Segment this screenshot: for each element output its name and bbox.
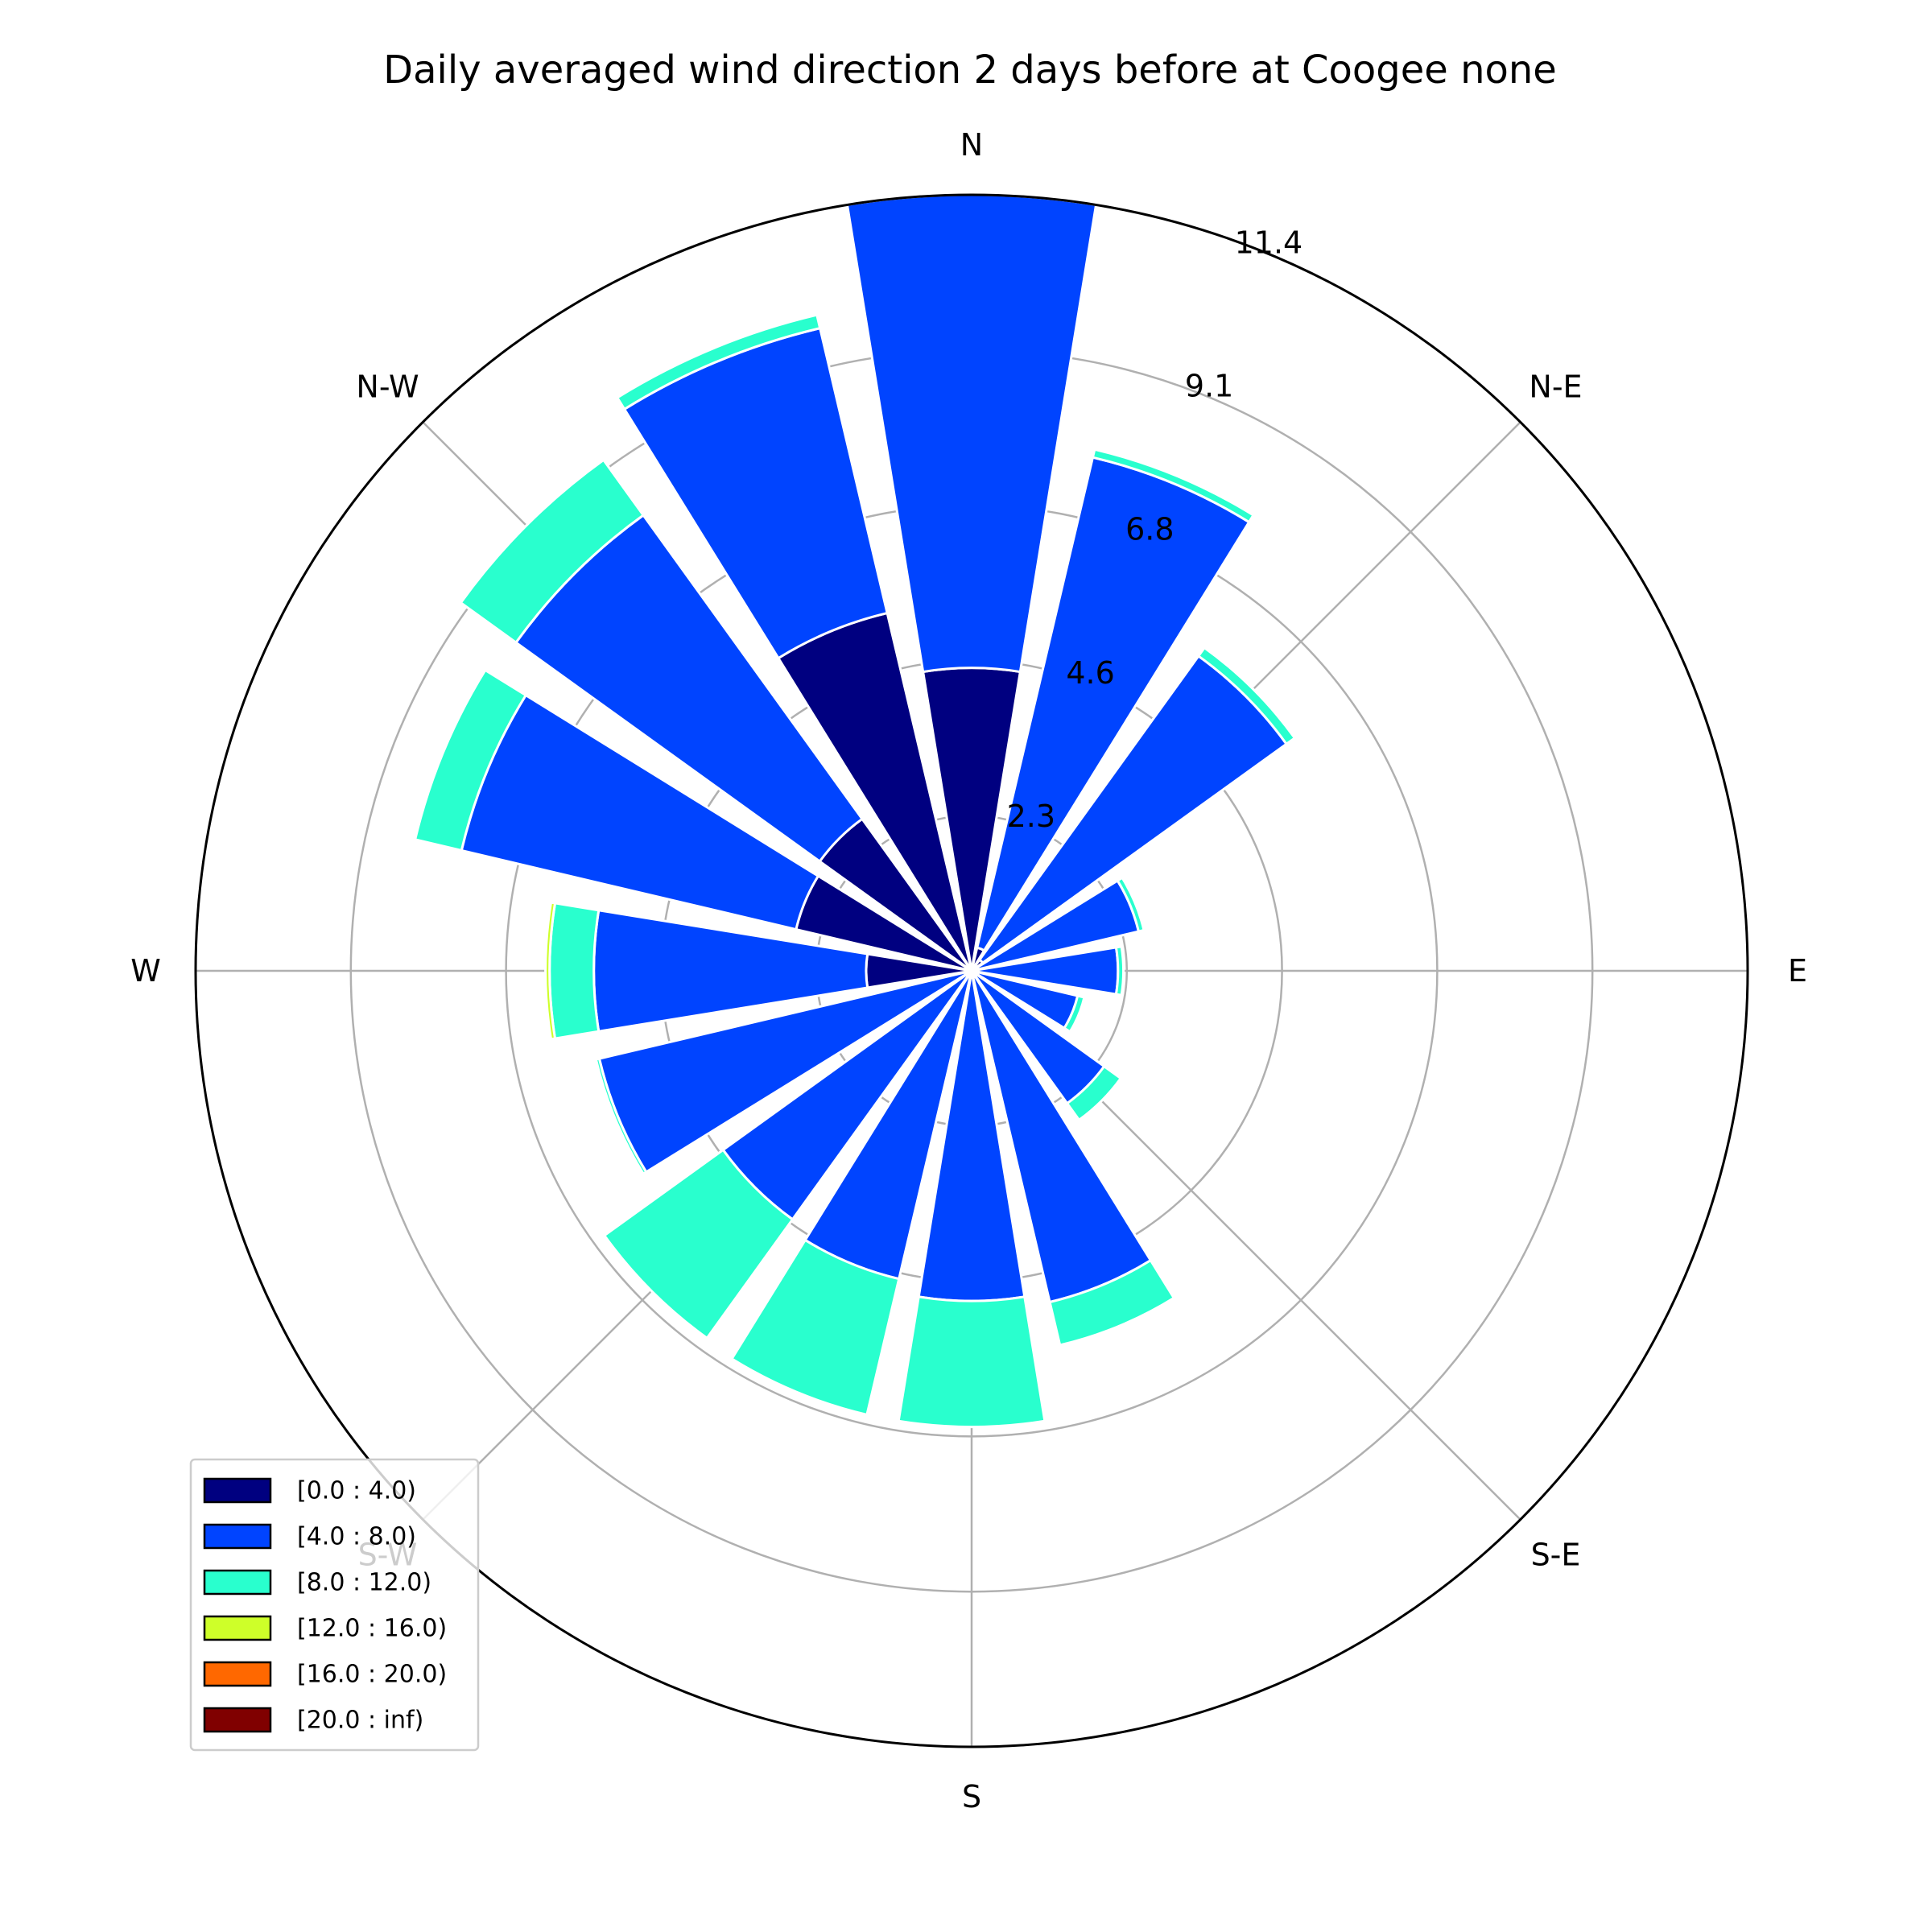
bar-segment	[917, 976, 1026, 1302]
legend-swatch	[203, 1661, 272, 1687]
polar-frame	[194, 193, 1749, 1748]
direction-label-w: W	[130, 953, 161, 989]
legend-swatch	[203, 1477, 272, 1504]
axis-labels: NN-EES-ESS-WWN-W2.34.66.89.111.4	[130, 127, 1807, 1814]
bar-segment	[1114, 945, 1125, 997]
direction-label-n-e: N-E	[1529, 369, 1582, 405]
legend-swatch	[203, 1523, 272, 1550]
legend-label: [8.0 : 12.0)	[297, 1569, 431, 1597]
legend-label: [20.0 : inf)	[297, 1707, 423, 1735]
bar-segment	[1048, 1258, 1176, 1347]
chart-title: Daily averaged wind direction 2 days bef…	[383, 47, 1557, 93]
bar-segment	[897, 1295, 1046, 1429]
bar-segment	[594, 1057, 648, 1176]
bar-segment	[615, 313, 822, 411]
bar-segment	[548, 902, 601, 1040]
legend-swatch	[203, 1615, 272, 1641]
bar-segment	[413, 668, 528, 852]
wind-bars	[413, 193, 1297, 1429]
legend-label: [0.0 : 4.0)	[297, 1477, 416, 1505]
legend-label: [4.0 : 8.0)	[297, 1523, 416, 1551]
bar-segment	[1196, 646, 1297, 746]
radial-tick-label: 11.4	[1235, 225, 1303, 260]
direction-label-n-w: N-W	[356, 369, 419, 405]
legend-swatch	[203, 1569, 272, 1596]
radial-tick-label: 2.3	[1007, 799, 1055, 834]
radial-tick-label: 4.6	[1066, 655, 1114, 691]
legend-swatch	[203, 1707, 272, 1733]
bar-segment	[1065, 1064, 1123, 1122]
radial-tick-label: 6.8	[1125, 512, 1174, 547]
bar-segment	[459, 458, 646, 645]
bar-segment	[1116, 876, 1146, 933]
direction-label-n: N	[960, 127, 983, 163]
radial-tick-label: 9.1	[1185, 369, 1233, 404]
bar-segment	[1063, 994, 1086, 1034]
legend: [0.0 : 4.0) [4.0 : 8.0) [8.0 : 12.0) [12.0 …	[189, 1458, 480, 1752]
direction-label-s-e: S-E	[1531, 1537, 1581, 1572]
bar-segment	[1091, 448, 1256, 524]
bar-segment	[544, 901, 557, 1041]
direction-label-e: E	[1788, 953, 1807, 989]
direction-label-s: S	[962, 1779, 981, 1814]
bar-segment	[730, 1238, 901, 1417]
legend-label: [12.0 : 16.0)	[297, 1615, 447, 1643]
bar-segment	[602, 1148, 795, 1340]
legend-label: [16.0 : 20.0)	[297, 1661, 447, 1689]
